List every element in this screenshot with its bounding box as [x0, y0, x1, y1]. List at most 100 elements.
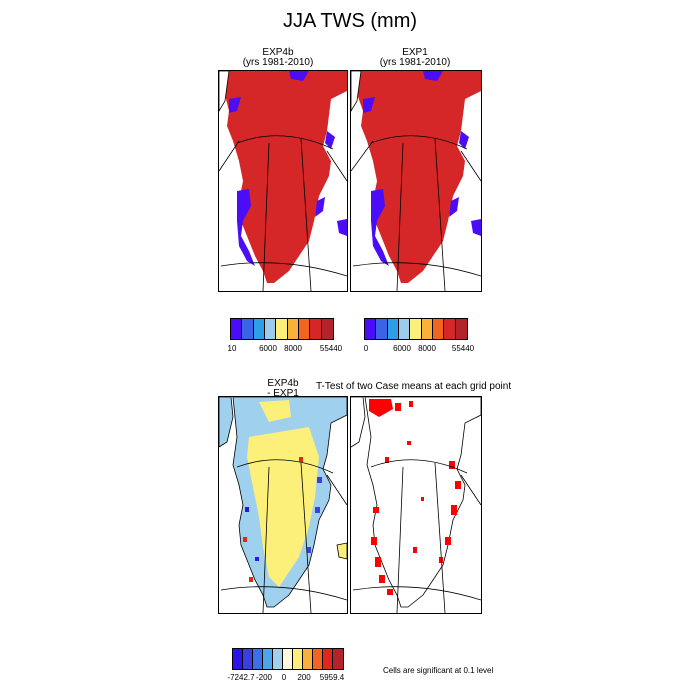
colorbar-swatch: [376, 319, 388, 339]
colorbar-swatch: [283, 649, 293, 669]
map-panel-difference: [218, 396, 348, 614]
colorbar-label: 6000: [393, 344, 411, 353]
greenland-outline: [364, 397, 481, 608]
lat-line-2: [220, 262, 347, 277]
lon-line-2: [434, 462, 446, 613]
panel-title-exp1: EXP1 (yrs 1981-2010): [350, 48, 480, 68]
lon-line-3: [460, 474, 481, 506]
lon-line-1: [396, 466, 404, 613]
panel-title-exp1-years: (yrs 1981-2010): [379, 57, 451, 68]
colorbar-label: 6000: [259, 344, 277, 353]
lat-line-1: [236, 135, 334, 150]
panel-title-ttest: T-Test of two Case means at each grid po…: [316, 381, 512, 392]
lon-line-4: [219, 140, 240, 172]
greenland-land-exp4b: [224, 71, 347, 283]
ice-free-patch-e: [459, 131, 469, 149]
colorbar-swatch: [242, 319, 254, 339]
ice-free-patch-se: [449, 197, 459, 217]
colorbar-swatch: [398, 319, 411, 339]
ice-free-patch-nw: [363, 97, 375, 113]
ice-free-patch-e: [325, 131, 335, 149]
lon-line-1: [396, 142, 404, 291]
colorbar-swatch: [253, 649, 263, 669]
canada-coast: [219, 71, 230, 112]
sig-cells-east: [439, 461, 461, 563]
colorbar-label: 8000: [284, 344, 302, 353]
colorbar-swatch: [321, 319, 333, 339]
colorbar-swatch: [264, 319, 277, 339]
map-panel-exp1: [350, 70, 482, 292]
colorbar-swatch: [333, 649, 343, 669]
lat-line-2: [352, 262, 481, 277]
diff-yellow-north: [259, 400, 291, 422]
colorbar-swatch: [303, 649, 313, 669]
panel-title-exp4b-name: EXP4b: [262, 47, 294, 58]
canada-coast: [351, 71, 362, 112]
colorbar-label: 55440: [451, 344, 475, 353]
colorbar-exp4b: [230, 318, 334, 340]
colorbar-swatch: [243, 649, 253, 669]
panel-title-diff-line2: - EXP1: [267, 388, 299, 399]
colorbar-label: 55440: [319, 344, 343, 353]
colorbar-swatch: [410, 319, 422, 339]
colorbar-swatch: [455, 319, 467, 339]
panel-title-exp4b: EXP4b (yrs 1981-2010): [218, 48, 338, 68]
lon-line-2: [434, 138, 446, 291]
ice-free-patch-w: [371, 189, 389, 266]
canada-land: [219, 397, 234, 448]
panel-title-exp1-name: EXP1: [402, 47, 428, 58]
ice-free-patch-ne: [423, 71, 443, 81]
lon-line-3: [460, 150, 481, 182]
lat-line-1: [236, 459, 334, 474]
lat-line-2: [352, 586, 481, 601]
colorbar-swatch: [253, 319, 265, 339]
colorbar-label: 8000: [418, 344, 436, 353]
lat-line-1: [370, 135, 468, 150]
canada-outline: [351, 397, 366, 448]
iceland-diff: [336, 542, 347, 560]
colorbar-swatch: [231, 319, 243, 339]
colorbar-swatch: [276, 319, 288, 339]
map-panel-exp4b: [218, 70, 348, 292]
significance-note: Cells are significant at 0.1 level: [383, 666, 494, 675]
map-panel-significance: [350, 396, 482, 614]
colorbar-swatch: [365, 319, 377, 339]
colorbar-label: 5959.4: [319, 673, 345, 682]
iceland-patch: [471, 219, 481, 236]
colorbar-swatch: [233, 649, 243, 669]
greenland-land-exp1: [356, 71, 481, 283]
ice-free-patch-ne: [289, 71, 309, 81]
lon-line-2: [300, 462, 312, 613]
colorbar-swatch: [421, 319, 433, 339]
colorbar-swatch: [432, 319, 445, 339]
lat-line-2: [220, 586, 347, 601]
colorbar-label: -7242.7: [227, 673, 255, 682]
colorbar-swatch: [263, 649, 273, 669]
colorbar-label: 200: [297, 673, 311, 682]
ice-free-patch-nw: [229, 97, 241, 113]
colorbar-swatch: [273, 649, 283, 669]
colorbar-exp1: [364, 318, 468, 340]
colorbar-swatch: [298, 319, 311, 339]
lon-line-1: [262, 466, 270, 613]
colorbar-label: 0: [281, 673, 287, 682]
ice-free-patch-w: [237, 189, 255, 266]
panel-title-exp4b-years: (yrs 1981-2010): [242, 57, 314, 68]
lat-line-1: [370, 459, 468, 474]
panel-title-diff-line1: EXP4b: [267, 378, 299, 389]
colorbar-swatch: [444, 319, 456, 339]
ice-free-patch-se: [315, 197, 325, 217]
panel-title-diff: EXP4b - EXP1: [248, 379, 318, 399]
colorbar-label: 10: [227, 344, 237, 353]
colorbar-swatch: [293, 649, 303, 669]
colorbar-label: 0: [363, 344, 369, 353]
colorbar-swatch: [323, 649, 333, 669]
iceland-patch: [337, 219, 347, 236]
lon-line-3: [326, 474, 347, 506]
colorbar-difference: [232, 648, 344, 670]
colorbar-label: -200: [255, 673, 273, 682]
colorbar-swatch: [313, 649, 323, 669]
lon-line-3: [326, 150, 347, 182]
colorbar-swatch: [287, 319, 299, 339]
sig-cells-west: [371, 507, 393, 595]
